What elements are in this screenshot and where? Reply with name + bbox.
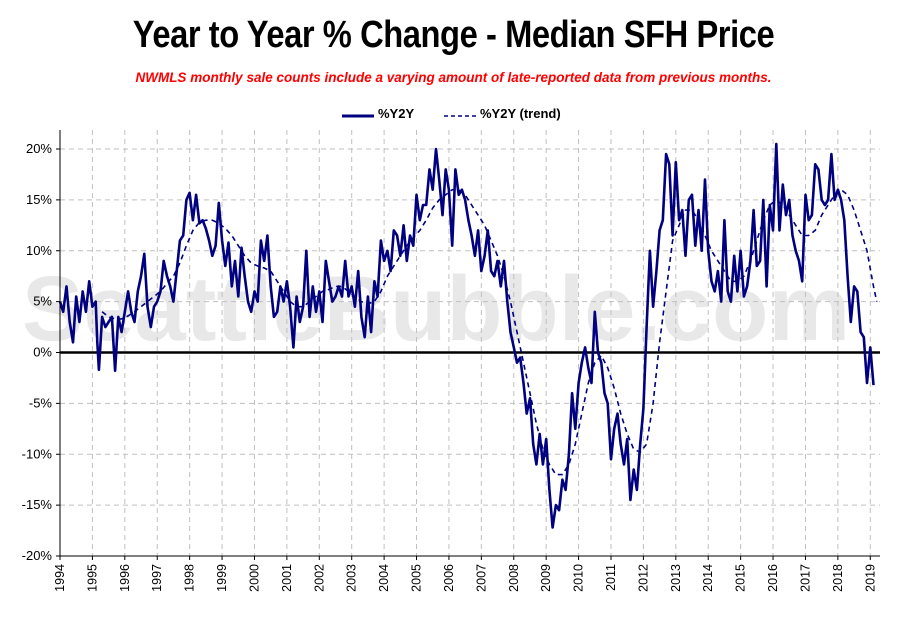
x-tick-label: 2005 [410,564,424,592]
x-tick-label: 1995 [85,564,99,592]
chart-title: Year to Year % Change - Median SFH Price [132,14,775,56]
x-tick-label: 2009 [539,564,553,592]
series-lines [58,142,878,529]
legend-label-y2y: %Y2Y [378,106,415,121]
x-tick-label: 2012 [636,564,650,592]
x-tick-label: 2007 [474,564,488,592]
x-tick-label: 2017 [798,564,812,592]
x-tick-label: 1998 [183,564,197,592]
y-tick-label: -20% [22,548,53,563]
legend-label-y2y-trend: %Y2Y (trend) [480,106,561,121]
x-tick-label: 1994 [53,564,67,592]
y-tick-label: -15% [22,497,53,512]
y-tick-label: 15% [26,192,52,207]
series-line-y2y-trend [101,188,878,476]
x-tick-label: 1996 [118,564,132,592]
x-tick-label: 2018 [831,564,845,592]
y-tick-label: 5% [33,294,52,309]
legend-swatches [342,114,476,118]
x-tick-label: 2006 [442,564,456,592]
x-tick-label: 2014 [701,564,715,592]
watermark: SeattleBubble.com [22,258,850,360]
x-tick-label: 2003 [345,564,359,592]
x-tick-label: 2015 [734,564,748,592]
y-tick-label: -5% [29,395,53,410]
chart-legend: %Y2Y %Y2Y (trend) [0,106,907,126]
x-tick-label: 2000 [247,564,261,592]
chart-subtitle: NWMLS monthly sale counts include a vary… [135,70,772,85]
series-line-y2y [58,142,875,529]
x-tick-label: 2011 [604,564,618,591]
x-tick-label: 1999 [215,564,229,592]
y-tick-label: 0% [33,345,52,360]
x-tick-label: 2001 [280,564,294,592]
x-tick-label: 2016 [766,564,780,592]
x-tick-label: 2002 [312,564,326,592]
y-tick-label: -10% [22,446,53,461]
x-axis-ticks: 1994 1995 1996 1997 1998 1999 2000 2001 2002 2003… [53,556,877,592]
x-tick-label: 2019 [863,564,877,592]
x-tick-label: 1997 [150,564,164,592]
x-tick-label: 2010 [572,564,586,592]
x-tick-label: 2013 [669,564,683,592]
y-tick-label: 10% [26,243,52,258]
x-tick-label: 2008 [507,564,521,592]
y-tick-label: 20% [26,141,52,156]
x-tick-label: 2004 [377,564,391,592]
y-axis-ticks: 20% 15% 10% 5% 0% -5% -10% -15% -20% [22,141,60,563]
